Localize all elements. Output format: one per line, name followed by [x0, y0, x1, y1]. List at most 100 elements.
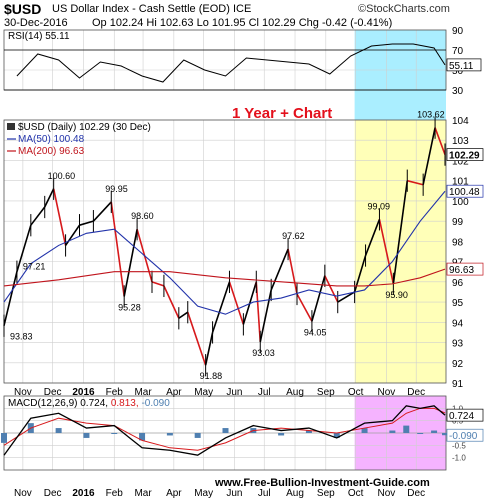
- price-last-value-box: [446, 148, 484, 161]
- macd-last-value-box: [446, 428, 484, 442]
- macd-histogram-bar: [431, 430, 438, 433]
- x-tick-label: Dec: [44, 387, 62, 398]
- price-segment: [92, 201, 112, 222]
- price-segment: [163, 285, 180, 319]
- price-value-label: 97.21: [23, 261, 46, 271]
- macd-last-value-box: [446, 408, 484, 422]
- price-segment: [64, 224, 81, 246]
- x-tick-label: Mar: [134, 488, 152, 499]
- macd-histogram-bar: [417, 433, 424, 434]
- price-value-label: 103.62: [417, 110, 445, 120]
- macd-line: [3, 405, 446, 456]
- macd-legend-part: 0.813,: [111, 398, 142, 409]
- x-tick-label: Jun: [226, 387, 242, 398]
- price-segment: [422, 127, 436, 185]
- price-segment: [123, 229, 138, 297]
- macd-tick-label: -1.0: [452, 454, 466, 463]
- price-last-value-label: 102.29: [449, 151, 480, 162]
- x-tick-label: May: [194, 488, 213, 499]
- price-value-label: 99.95: [105, 184, 128, 194]
- macd-last-value-label: -0.090: [449, 431, 478, 442]
- price-panel-frame: [3, 119, 447, 384]
- price-tick-label: 102: [452, 156, 469, 167]
- rsi-tick-label: 70: [452, 46, 464, 57]
- x-tick-label: Mar: [134, 387, 152, 398]
- price-segment: [151, 281, 165, 287]
- macd-histogram-bar: [194, 433, 201, 438]
- website-watermark: www.Free-Bullion-Investment-Guide.com: [214, 477, 430, 489]
- rsi-tick-label: 90: [452, 26, 464, 37]
- price-segment: [337, 291, 356, 303]
- price-tick-label: 99: [452, 217, 464, 228]
- price-value-label: 93.83: [10, 332, 33, 342]
- price-segment: [3, 271, 18, 326]
- price-value-label: 95.28: [118, 302, 141, 312]
- price-tick-label: 95: [452, 298, 464, 309]
- macd-histogram-bar: [361, 428, 368, 433]
- macd-legend-part: 0.724,: [80, 398, 111, 409]
- rsi-tick-label: 50: [452, 66, 464, 77]
- price-segment: [270, 248, 289, 291]
- macd-histogram-bar: [83, 433, 90, 438]
- price-last-value-box: [446, 262, 484, 276]
- price-legend: $USD (Daily) 102.29 (30 Dec): [18, 122, 151, 133]
- price-tick-label: 98: [452, 237, 464, 248]
- price-segment: [204, 332, 214, 366]
- x-tick-label: 2016: [72, 387, 95, 398]
- x-tick-label: Jul: [258, 387, 271, 398]
- price-segment: [259, 289, 272, 343]
- macd-legend-part: -0.090: [141, 398, 170, 409]
- rsi-highlight-region: [354, 30, 446, 120]
- price-segment: [211, 281, 231, 333]
- x-tick-label: Dec: [407, 387, 425, 398]
- ma200-legend: MA(200) 96.63: [18, 146, 85, 157]
- price-value-label: 94.05: [304, 327, 327, 337]
- price-last-value-box: [446, 184, 484, 198]
- price-value-label: 93.03: [252, 348, 275, 358]
- macd-histogram-bar: [139, 433, 146, 441]
- macd-histogram-bar: [166, 433, 173, 436]
- macd-histogram-bar: [111, 433, 118, 434]
- price-value-label: 99.09: [367, 201, 390, 211]
- x-tick-label: Dec: [44, 488, 62, 499]
- rsi-tick-label: 30: [452, 86, 464, 97]
- x-tick-label: Jul: [258, 488, 271, 499]
- x-tick-label: Sep: [317, 387, 335, 398]
- x-tick-label: Jun: [226, 488, 242, 499]
- price-value-label: 91.88: [200, 371, 223, 381]
- x-tick-label: Nov: [14, 387, 32, 398]
- macd-legend: MACD(12,26,9) 0.724, 0.813, -0.090: [8, 398, 170, 409]
- price-tick-label: 103: [452, 136, 469, 147]
- brand-logo-text: ©StockCharts.com: [358, 3, 450, 15]
- price-segment: [392, 180, 409, 284]
- x-tick-label: 2016: [72, 488, 95, 499]
- macd-histogram-bar: [222, 428, 229, 433]
- price-segment: [186, 311, 207, 366]
- price-segment: [30, 206, 46, 226]
- price-segment: [378, 219, 395, 285]
- macd-histogram-bar: [1, 433, 7, 443]
- ma50-line: [3, 190, 446, 315]
- price-value-label: 97.62: [282, 231, 305, 241]
- price-segment: [52, 188, 67, 246]
- price-tick-label: 96: [452, 278, 464, 289]
- ma200-line: [3, 268, 446, 287]
- chart-date: 30-Dec-2016: [4, 17, 68, 29]
- macd-histogram-bar: [442, 433, 449, 436]
- macd-signal-line: [3, 407, 446, 451]
- price-segment: [110, 201, 125, 297]
- rsi-line: [16, 43, 446, 83]
- price-segment: [364, 219, 381, 256]
- price-tick-label: 94: [452, 318, 464, 329]
- price-value-label: 100.60: [48, 171, 76, 181]
- price-tick-label: 92: [452, 359, 464, 370]
- price-legend-swatch: [7, 123, 15, 130]
- macd-histogram-bar: [278, 433, 285, 436]
- price-segment: [255, 281, 262, 342]
- macd-histogram-bar: [333, 433, 340, 438]
- price-tick-label: 91: [452, 379, 464, 390]
- price-segment: [16, 224, 32, 272]
- x-tick-label: Aug: [286, 387, 304, 398]
- x-tick-label: Feb: [106, 488, 124, 499]
- x-tick-label: Oct: [348, 387, 364, 398]
